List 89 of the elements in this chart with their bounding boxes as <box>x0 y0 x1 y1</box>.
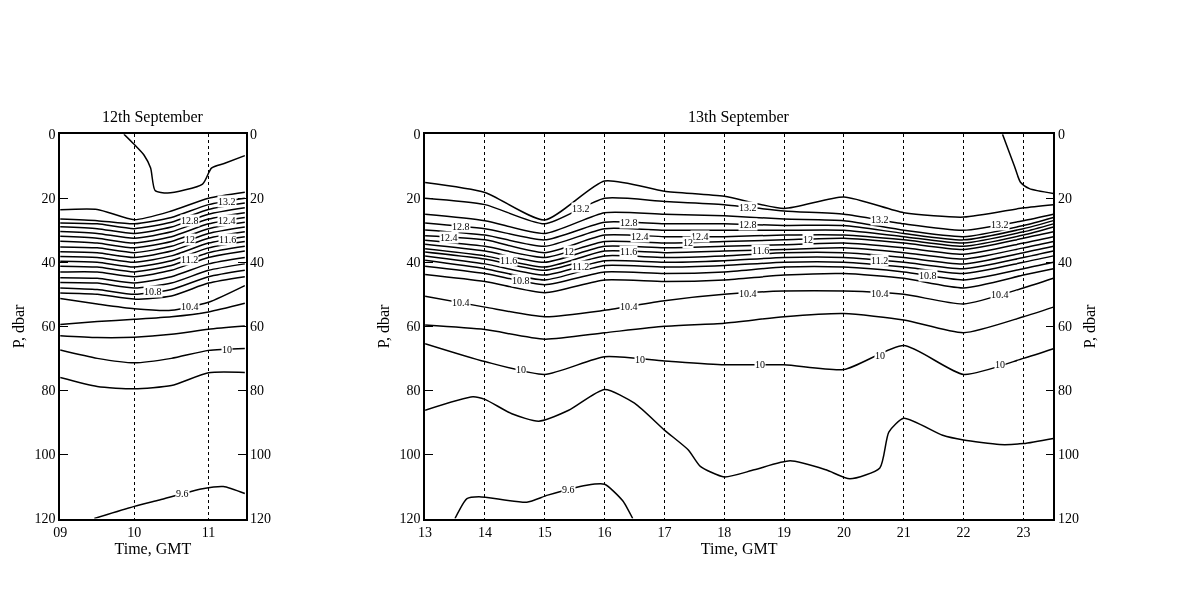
annotation: 10.4 <box>620 301 638 312</box>
y2-tick-label: 20 <box>250 191 265 207</box>
y2-tick-label: 100 <box>1057 447 1079 463</box>
y2-tick-label: 80 <box>250 383 265 399</box>
annotation: 12.8 <box>181 215 199 226</box>
chart-title: 12th September <box>102 108 204 126</box>
annotation: 13.2 <box>991 219 1009 230</box>
x-tick-label: 20 <box>836 525 851 541</box>
y-axis-title: P, dbar <box>9 303 27 349</box>
annotation: 12.4 <box>440 232 458 243</box>
annotation: 10.4 <box>991 289 1009 300</box>
annotation: 10 <box>875 350 885 361</box>
y2-tick-label: 60 <box>1057 319 1072 335</box>
y2-tick-label: 100 <box>250 447 272 463</box>
y2-tick-label: 60 <box>250 319 265 335</box>
x-axis-title: Time, GMT <box>114 540 192 558</box>
annotation: 11.6 <box>620 246 638 257</box>
x-tick-label: 23 <box>1016 525 1031 541</box>
annotation: 12.8 <box>452 221 470 232</box>
annotation: 10.4 <box>739 288 757 299</box>
y-tick-label: 60 <box>406 319 421 335</box>
x-tick-label: 11 <box>201 525 216 541</box>
y-tick-label: 100 <box>34 447 56 463</box>
y-tick-label: 120 <box>34 511 56 527</box>
y2-axis-title: P, dbar <box>1081 303 1099 349</box>
annotation: 11.6 <box>219 234 237 245</box>
x-tick-label: 15 <box>537 525 552 541</box>
y2-tick-label: 80 <box>1057 383 1072 399</box>
annotation: 10 <box>222 344 232 355</box>
y2-tick-label: 40 <box>1057 255 1072 271</box>
y-tick-label: 20 <box>41 191 56 207</box>
x-tick-label: 14 <box>477 525 492 541</box>
y2-tick-label: 0 <box>1057 127 1065 143</box>
annotation: 13.2 <box>572 203 590 214</box>
y-tick-label: 40 <box>406 255 421 271</box>
chart-title: 13th September <box>688 108 790 126</box>
y-tick-label: 120 <box>399 511 421 527</box>
y-tick-label: 0 <box>413 127 421 143</box>
y-tick-label: 20 <box>406 191 421 207</box>
x-tick-label: 22 <box>956 525 971 541</box>
y2-tick-label: 40 <box>250 255 265 271</box>
x-tick-label: 10 <box>127 525 142 541</box>
annotation: 9.6 <box>176 488 189 499</box>
annotation: 10.8 <box>919 270 937 281</box>
x-axis-title: Time, GMT <box>700 540 778 558</box>
x-tick-label: 19 <box>777 525 792 541</box>
x-tick-label: 13 <box>418 525 433 541</box>
annotation: 11.2 <box>871 255 889 266</box>
y-tick-label: 60 <box>41 319 56 335</box>
annotation: 10.4 <box>871 288 889 299</box>
x-tick-label: 09 <box>53 525 68 541</box>
annotation: 11.2 <box>572 261 590 272</box>
y-tick-label: 80 <box>406 383 421 399</box>
annotation: 9.6 <box>562 484 575 495</box>
annotation: 10.8 <box>144 286 162 297</box>
annotation: 13.2 <box>739 202 757 213</box>
annotation: 10.4 <box>181 301 199 312</box>
annotation: 10.8 <box>512 275 530 286</box>
annotation: 12.4 <box>631 231 649 242</box>
x-tick-label: 17 <box>657 525 672 541</box>
annotation: 13.2 <box>871 214 889 225</box>
annotation: 10 <box>516 364 526 375</box>
x-tick-label: 18 <box>717 525 732 541</box>
y-tick-label: 0 <box>48 127 56 143</box>
annotation: 10 <box>755 359 765 370</box>
annotation: 11.6 <box>752 245 770 256</box>
annotation: 12 <box>683 237 693 248</box>
annotation: 12 <box>185 234 195 245</box>
annotation: 11.6 <box>500 255 518 266</box>
annotation: 12.4 <box>218 215 236 226</box>
annotation: 10 <box>995 359 1005 370</box>
y-tick-label: 80 <box>41 383 56 399</box>
y2-tick-label: 0 <box>250 127 258 143</box>
annotation: 13.2 <box>218 196 236 207</box>
x-tick-label: 16 <box>597 525 612 541</box>
annotation: 11.2 <box>181 254 199 265</box>
y-axis-title: P, dbar <box>374 303 392 349</box>
y2-tick-label: 120 <box>250 511 272 527</box>
y-tick-label: 40 <box>41 255 56 271</box>
y2-tick-label: 120 <box>1057 511 1079 527</box>
annotation: 12.8 <box>620 217 638 228</box>
annotation: 10 <box>635 354 645 365</box>
annotation: 12 <box>564 246 574 257</box>
annotation: 12 <box>803 234 813 245</box>
y2-tick-label: 20 <box>1057 191 1072 207</box>
x-tick-label: 21 <box>896 525 911 541</box>
annotation: 12.8 <box>739 219 757 230</box>
annotation: 10.4 <box>452 297 470 308</box>
y-tick-label: 100 <box>399 447 421 463</box>
